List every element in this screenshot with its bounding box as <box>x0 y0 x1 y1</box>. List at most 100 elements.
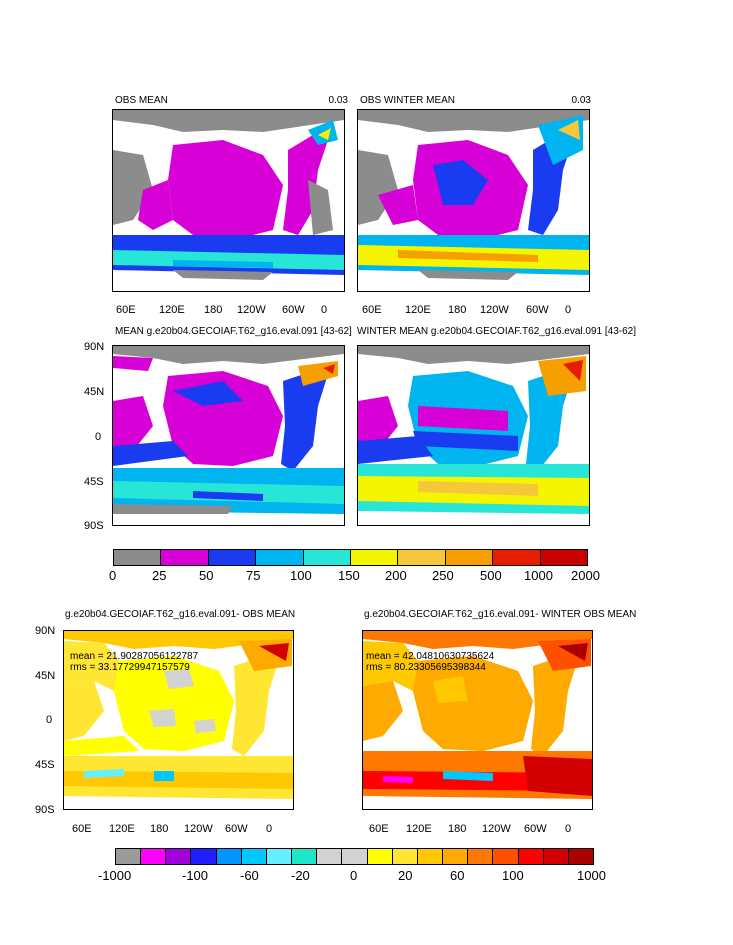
lon-tick: 60W <box>225 823 248 835</box>
diff-mean-rms-text: rms = 33.17729947157579 <box>70 662 190 673</box>
colorbar-swatch <box>417 849 444 864</box>
colorbar-top-label: 250 <box>432 568 454 583</box>
diff-winter-mean-rms-text: rms = 80.23305695398344 <box>366 662 486 673</box>
lon-tick: 180 <box>448 823 467 835</box>
colorbar-swatch <box>543 849 569 864</box>
colorbar-swatch <box>141 849 167 864</box>
lon-tick: 60W <box>524 823 547 835</box>
lon-tick: 120W <box>480 304 509 316</box>
colorbar-top-label: 200 <box>385 568 407 583</box>
panel-title-model-winter-mean: WINTER MEAN g.e20b04.GECOIAF.T62_g16.eva… <box>357 326 637 337</box>
colorbar-swatch <box>445 550 494 565</box>
lat-tick: 90S <box>84 520 104 532</box>
colorbar-top-label: 1000 <box>524 568 553 583</box>
map-diff-winter-mean <box>362 630 593 810</box>
lon-tick: 0 <box>565 304 572 316</box>
lat-tick: 90N <box>84 341 105 353</box>
colorbar-swatch <box>216 849 242 864</box>
lon-tick: 0 <box>321 304 328 316</box>
colorbar-swatch <box>292 849 318 864</box>
lat-tick: 90N <box>35 625 56 637</box>
colorbar-bottom-label: 60 <box>450 868 465 883</box>
colorbar-swatch <box>241 849 267 864</box>
panel-title-diff-mean: g.e20b04.GECOIAF.T62_g16.eval.091- OBS M… <box>65 609 296 620</box>
lat-tick: 0 <box>46 714 53 726</box>
map-obs-mean <box>112 109 345 292</box>
lat-tick: 90S <box>35 804 55 816</box>
colorbar-top-label: 150 <box>338 568 360 583</box>
lon-tick: 60E <box>72 823 92 835</box>
lon-tick: 180 <box>204 304 223 316</box>
colorbar-swatch <box>256 550 304 565</box>
lon-tick: 120W <box>237 304 266 316</box>
lon-tick: 0 <box>565 823 572 835</box>
colorbar-swatch <box>208 550 257 565</box>
colorbar-swatch <box>493 550 541 565</box>
lon-tick: 60E <box>362 304 382 316</box>
colorbar-bottom-label: -60 <box>240 868 259 883</box>
lon-tick: 60W <box>282 304 305 316</box>
diff-winter-mean-mean-text: mean = 42.04810630735624 <box>366 651 495 662</box>
colorbar-bottom-label: 1000 <box>577 868 606 883</box>
colorbar-top <box>113 549 588 566</box>
colorbar-top-label: 75 <box>246 568 261 583</box>
colorbar-swatch <box>114 550 162 565</box>
lat-tick: 45N <box>84 386 105 398</box>
lon-tick: 120W <box>482 823 511 835</box>
diff-mean-mean-text: mean = 21.90287056122787 <box>70 651 199 662</box>
colorbar-swatch <box>398 550 446 565</box>
lon-tick: 180 <box>448 304 467 316</box>
colorbar-swatch <box>468 849 494 864</box>
colorbar-swatch <box>191 849 217 864</box>
panel-title-model-mean: MEAN g.e20b04.GECOIAF.T62_g16.eval.091 [… <box>115 326 352 337</box>
lat-tick: 0 <box>95 431 102 443</box>
lat-tick: 45S <box>84 476 104 488</box>
lon-tick: 120E <box>159 304 185 316</box>
map-model-mean <box>112 345 345 526</box>
colorbar-swatch <box>443 849 469 864</box>
panel-value-obs-winter-mean: 0.03 <box>571 95 591 106</box>
colorbar-top-label: 0 <box>109 568 117 583</box>
colorbar-bottom-label: 20 <box>398 868 413 883</box>
colorbar-top-label: 25 <box>152 568 167 583</box>
panel-title-diff-winter-mean: g.e20b04.GECOIAF.T62_g16.eval.091- WINTE… <box>364 609 637 620</box>
lon-tick: 0 <box>266 823 273 835</box>
colorbar-bottom <box>115 848 594 865</box>
colorbar-top-label: 2000 <box>571 568 600 583</box>
lon-tick: 180 <box>150 823 169 835</box>
colorbar-swatch <box>342 849 368 864</box>
colorbar-top-label: 50 <box>199 568 214 583</box>
colorbar-swatch <box>266 849 293 864</box>
map-model-winter-mean <box>357 345 590 526</box>
colorbar-swatch <box>116 849 142 864</box>
colorbar-bottom-label: -1000 <box>98 868 132 883</box>
lon-tick: 120E <box>109 823 135 835</box>
colorbar-top-label: 100 <box>290 568 312 583</box>
colorbar-bottom-label: -20 <box>291 868 310 883</box>
colorbar-swatch <box>518 849 544 864</box>
lat-tick: 45N <box>35 670 56 682</box>
lon-tick: 120W <box>184 823 213 835</box>
colorbar-bottom-label: 100 <box>502 868 524 883</box>
colorbar-swatch <box>540 550 588 565</box>
panel-value-obs-mean: 0.03 <box>328 95 348 106</box>
lon-tick: 60E <box>369 823 389 835</box>
lat-tick: 45S <box>35 759 55 771</box>
colorbar-top-label: 500 <box>480 568 502 583</box>
map-diff-mean <box>63 630 294 810</box>
colorbar-swatch <box>303 550 352 565</box>
colorbar-swatch <box>351 550 399 565</box>
colorbar-swatch <box>367 849 393 864</box>
map-obs-winter-mean <box>357 109 590 292</box>
lon-tick: 60W <box>526 304 549 316</box>
colorbar-swatch <box>161 550 209 565</box>
colorbar-swatch <box>493 849 519 864</box>
lon-tick: 60E <box>116 304 136 316</box>
colorbar-bottom-label: -100 <box>182 868 209 883</box>
panel-title-obs-mean: OBS MEAN <box>115 95 168 106</box>
lon-tick: 120E <box>405 304 431 316</box>
colorbar-swatch <box>317 849 343 864</box>
colorbar-swatch <box>166 849 192 864</box>
colorbar-swatch <box>568 849 593 864</box>
colorbar-bottom-label: 0 <box>350 868 358 883</box>
